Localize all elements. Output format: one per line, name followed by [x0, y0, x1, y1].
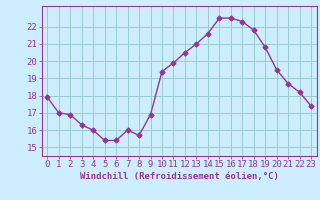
X-axis label: Windchill (Refroidissement éolien,°C): Windchill (Refroidissement éolien,°C) [80, 172, 279, 181]
